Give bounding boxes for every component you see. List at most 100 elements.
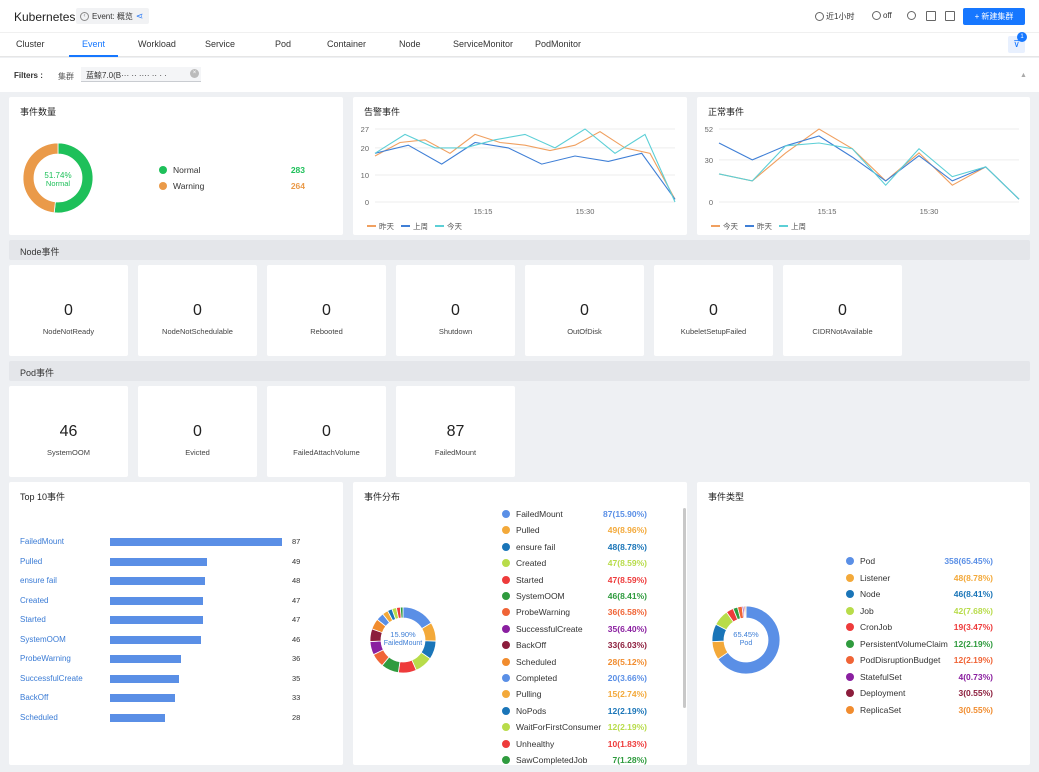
tab-node[interactable]: Node bbox=[399, 39, 421, 49]
refresh-button[interactable] bbox=[907, 11, 916, 20]
distribution-legend-item[interactable]: SystemOOM 46(8.41%) bbox=[502, 591, 647, 601]
tab-event[interactable]: Event bbox=[82, 39, 106, 49]
node-stat-card[interactable]: 0 OutOfDisk bbox=[525, 265, 644, 356]
node-stat-card[interactable]: 0 Rebooted bbox=[267, 265, 386, 356]
top10-bar[interactable] bbox=[110, 655, 182, 663]
event-type-legend-item[interactable]: Job 42(7.68%) bbox=[846, 606, 993, 616]
normal_events-series-line[interactable] bbox=[718, 142, 1020, 200]
alert_events-series-line[interactable] bbox=[374, 128, 676, 203]
top10-row[interactable]: ensure fail 48 bbox=[9, 576, 343, 588]
top10-bar[interactable] bbox=[110, 674, 180, 683]
normal_events-series-line[interactable] bbox=[718, 135, 1020, 200]
top10-event-name[interactable]: Pulled bbox=[20, 556, 43, 566]
top10-event-name[interactable]: Created bbox=[20, 595, 49, 605]
top10-bar[interactable] bbox=[110, 713, 166, 722]
event-type-legend-item[interactable]: ReplicaSet 3(0.55%) bbox=[846, 705, 993, 715]
normal_events-series-line[interactable] bbox=[718, 128, 1020, 200]
top10-event-name[interactable]: Started bbox=[20, 615, 46, 624]
node-stat-card[interactable]: 0 CIDRNotAvailable bbox=[783, 265, 902, 356]
top10-row[interactable]: Scheduled 28 bbox=[9, 713, 343, 725]
top10-row[interactable]: Created 47 bbox=[9, 596, 343, 608]
alert_events-legend-item[interactable]: 昨天 bbox=[379, 221, 394, 231]
event-type-legend-item[interactable]: Deployment 3(0.55%) bbox=[846, 688, 993, 698]
event-type-legend-item[interactable]: PodDisruptionBudget 12(2.19%) bbox=[846, 655, 993, 665]
top10-row[interactable]: ProbeWarning 36 bbox=[9, 654, 343, 666]
node-stat-card[interactable]: 0 KubeletSetupFailed bbox=[654, 265, 773, 356]
tab-servicemonitor[interactable]: ServiceMonitor bbox=[453, 39, 514, 49]
distribution-legend-item[interactable]: Created 47(8.59%) bbox=[502, 558, 647, 568]
tab-pod[interactable]: Pod bbox=[275, 39, 292, 49]
distribution-legend-item[interactable]: ensure fail 48(8.78%) bbox=[502, 542, 647, 552]
pod-stat-card[interactable]: 0 Evicted bbox=[138, 386, 257, 477]
pod-stat-card[interactable]: 0 FailedAttachVolume bbox=[267, 386, 386, 477]
top10-bar[interactable] bbox=[110, 538, 282, 546]
tab-podmonitor[interactable]: PodMonitor bbox=[535, 39, 582, 49]
top10-bar[interactable] bbox=[110, 694, 176, 702]
alert_events-series-line[interactable] bbox=[374, 141, 676, 200]
top10-event-name[interactable]: Scheduled bbox=[20, 712, 58, 722]
collapse-caret-icon[interactable]: ▲ bbox=[1020, 72, 1027, 79]
pod-events-section[interactable]: Pod事件 bbox=[9, 361, 1030, 381]
event-type-legend-item[interactable]: PersistentVolumeClaim 12(2.19%) bbox=[846, 639, 993, 649]
normal_events-legend-item[interactable]: 昨天 bbox=[757, 221, 772, 231]
tab-service[interactable]: Service bbox=[205, 39, 236, 49]
auto-refresh-picker[interactable]: off bbox=[872, 11, 892, 20]
alert_events-series-line[interactable] bbox=[374, 131, 676, 200]
legend-item-normal[interactable]: Normal 283 bbox=[159, 165, 309, 175]
event-type-legend-item[interactable]: Pod 358(65.45%) bbox=[846, 556, 993, 566]
share-icon[interactable]: ⋖ bbox=[135, 10, 144, 21]
tab-workload[interactable]: Workload bbox=[138, 39, 176, 49]
top10-bar[interactable] bbox=[110, 577, 205, 585]
legend-item-warning[interactable]: Warning 264 bbox=[159, 181, 309, 191]
top10-row[interactable]: SystemOOM 46 bbox=[9, 635, 343, 647]
new-cluster-button[interactable]: + 新建集群 bbox=[963, 8, 1025, 25]
top10-row[interactable]: FailedMount 87 bbox=[9, 537, 343, 549]
top10-bar[interactable] bbox=[110, 596, 203, 605]
distribution-legend-item[interactable]: ProbeWarning 36(6.58%) bbox=[502, 607, 647, 617]
distribution-legend-item[interactable]: FailedMount 87(15.90%) bbox=[502, 509, 647, 519]
top10-event-name[interactable]: SuccessfulCreate bbox=[20, 673, 83, 683]
node-stat-card[interactable]: 0 Shutdown bbox=[396, 265, 515, 356]
event-type-legend-item[interactable]: Listener 48(8.78%) bbox=[846, 573, 993, 583]
top10-event-name[interactable]: ensure fail bbox=[20, 576, 57, 585]
clear-filter-icon[interactable]: × bbox=[190, 69, 199, 78]
fullscreen-button[interactable] bbox=[945, 11, 955, 21]
distribution-legend-item[interactable]: SawCompletedJob 7(1.28%) bbox=[502, 755, 647, 765]
top10-event-name[interactable]: ProbeWarning bbox=[20, 654, 71, 663]
tab-container[interactable]: Container bbox=[327, 39, 367, 49]
distribution-legend-item[interactable]: Started 47(8.59%) bbox=[502, 575, 647, 585]
distribution-legend-item[interactable]: Completed 20(3.66%) bbox=[502, 673, 647, 683]
top10-bar[interactable] bbox=[110, 616, 203, 624]
top10-row[interactable]: Pulled 49 bbox=[9, 557, 343, 569]
event-chip[interactable]: ‹ Event: 概览 ⋖ bbox=[76, 8, 150, 24]
node-stat-card[interactable]: 0 NodeNotReady bbox=[9, 265, 128, 356]
time-range-picker[interactable]: 近1小时 bbox=[815, 11, 854, 22]
top10-bar[interactable] bbox=[110, 635, 201, 644]
normal_events-legend-item[interactable]: 今天 bbox=[723, 221, 738, 231]
top10-row[interactable]: Started 47 bbox=[9, 615, 343, 627]
top10-event-name[interactable]: BackOff bbox=[20, 693, 49, 702]
distribution-legend-item[interactable]: Pulling 15(2.74%) bbox=[502, 689, 647, 699]
event-count-slice[interactable] bbox=[22, 142, 59, 214]
alert_events-legend-item[interactable]: 今天 bbox=[447, 221, 462, 231]
distribution-legend-item[interactable]: NoPods 12(2.19%) bbox=[502, 706, 647, 716]
normal_events-legend-item[interactable]: 上周 bbox=[791, 222, 806, 231]
cluster-filter-select[interactable]: 蓝鲸7.0(B··· ·· ···· ·· · · bbox=[81, 67, 201, 82]
event-type-legend-item[interactable]: CronJob 19(3.47%) bbox=[846, 622, 993, 632]
event-type-legend-item[interactable]: Node 46(8.41%) bbox=[846, 589, 993, 599]
node-events-section[interactable]: Node事件 bbox=[9, 240, 1030, 260]
distribution-legend-item[interactable]: BackOff 33(6.03%) bbox=[502, 640, 647, 650]
distribution-legend-item[interactable]: WaitForFirstConsumer 12(2.19%) bbox=[502, 722, 647, 732]
distribution-legend-item[interactable]: Scheduled 28(5.12%) bbox=[502, 657, 647, 667]
event-type-slice[interactable] bbox=[744, 605, 747, 619]
pod-stat-card[interactable]: 46 SystemOOM bbox=[9, 386, 128, 477]
node-stat-card[interactable]: 0 NodeNotSchedulable bbox=[138, 265, 257, 356]
pod-stat-card[interactable]: 87 FailedMount bbox=[396, 386, 515, 477]
distribution-slice[interactable] bbox=[399, 606, 404, 619]
top10-row[interactable]: SuccessfulCreate 35 bbox=[9, 674, 343, 686]
event-type-slice[interactable] bbox=[717, 605, 781, 675]
event-type-legend-item[interactable]: StatefulSet 4(0.73%) bbox=[846, 672, 993, 682]
top10-event-name[interactable]: SystemOOM bbox=[20, 634, 66, 644]
distribution-scrollbar[interactable] bbox=[683, 508, 686, 708]
tab-cluster[interactable]: Cluster bbox=[16, 39, 45, 49]
